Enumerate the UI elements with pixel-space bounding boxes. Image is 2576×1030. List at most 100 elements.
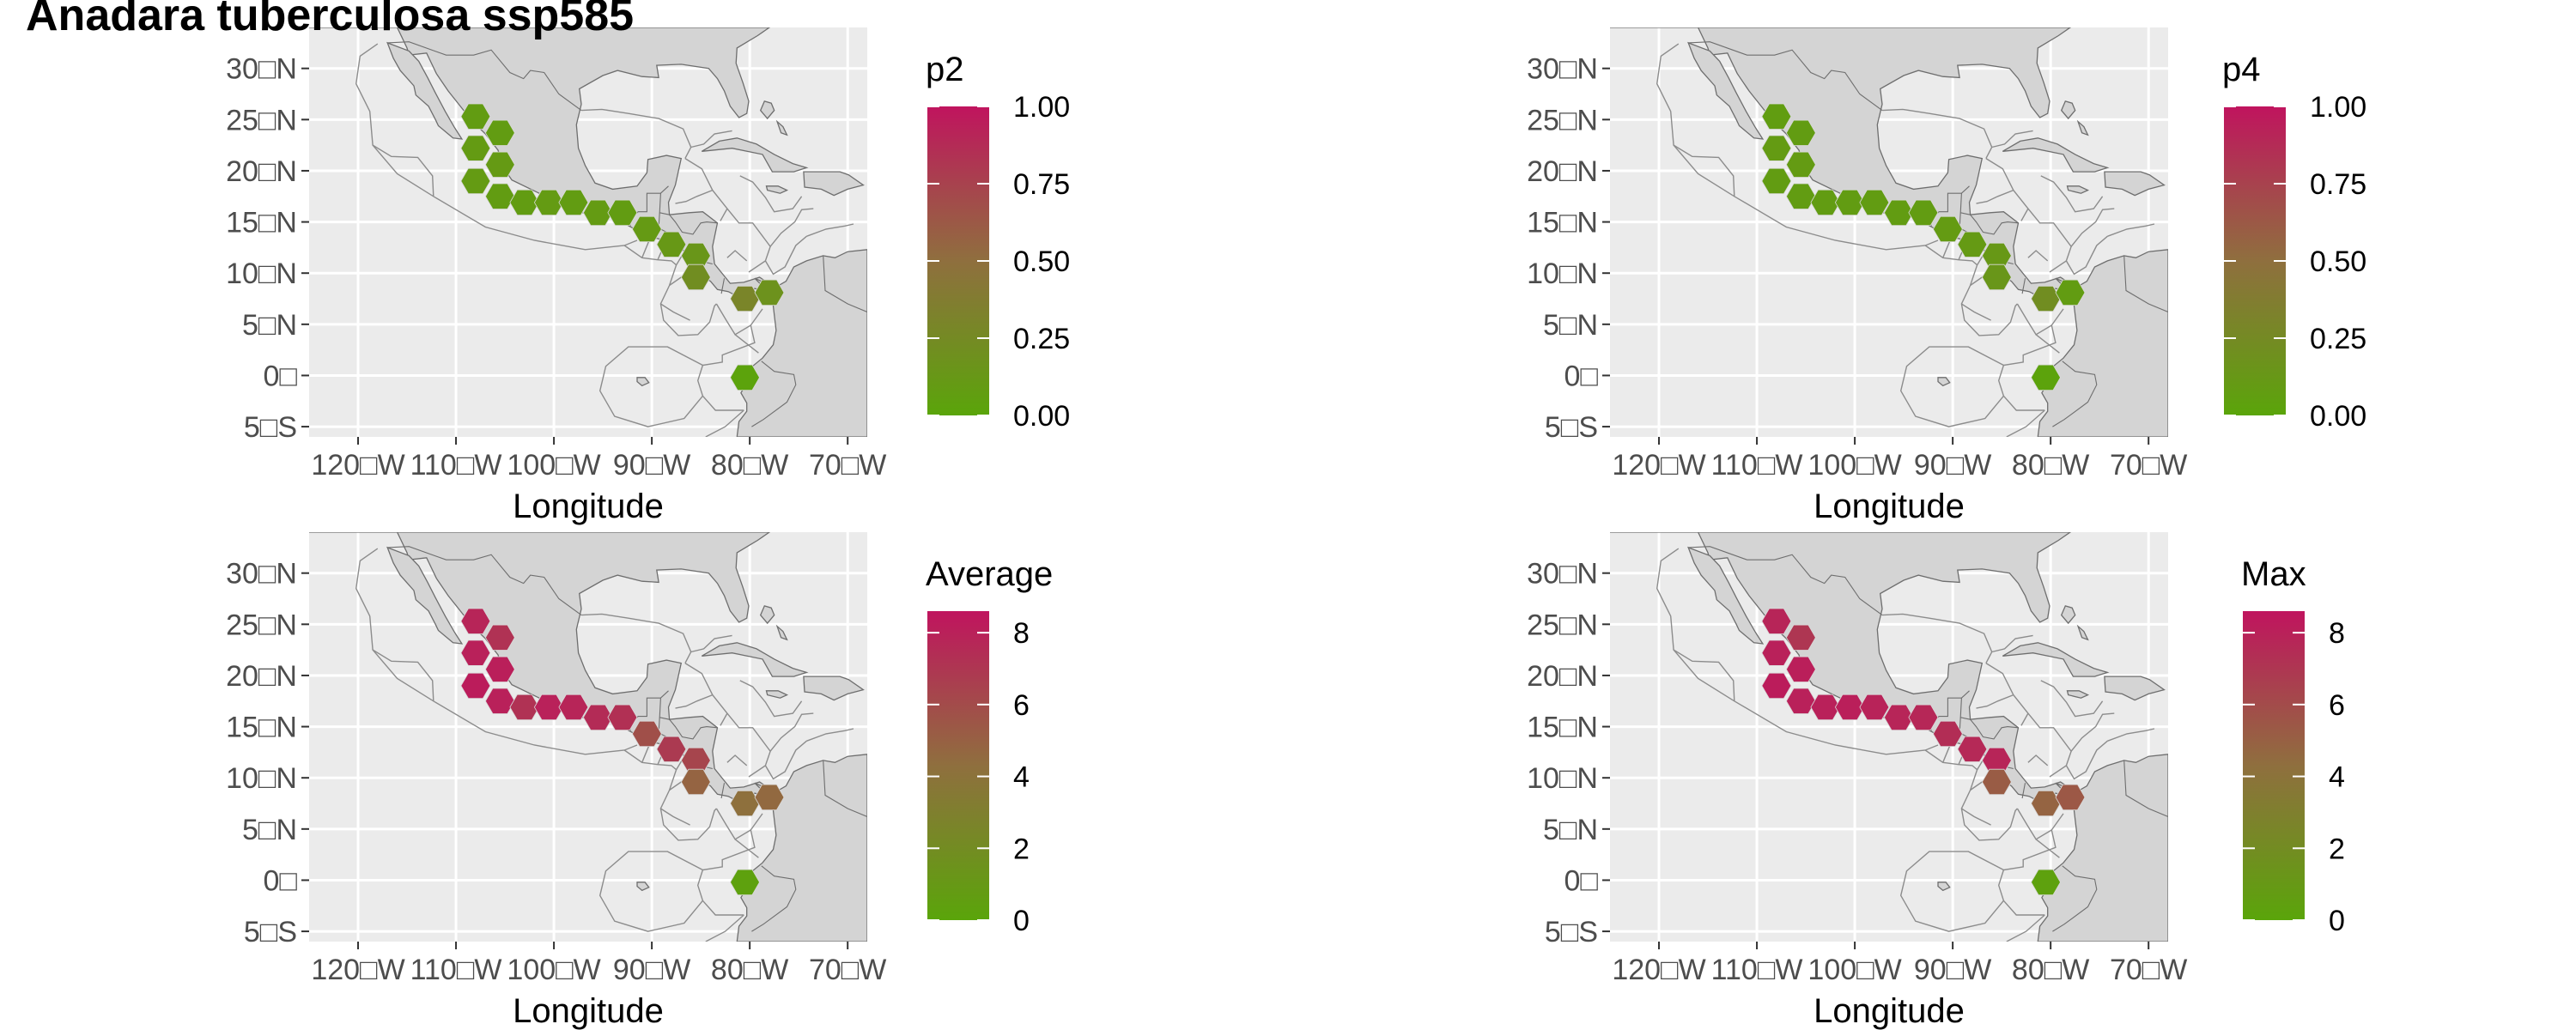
y-tick-label: 5□S (1545, 916, 1598, 948)
legend-label: 0.00 (2310, 400, 2366, 433)
y-tick-label: 20□N (226, 155, 297, 188)
x-tick-label: 110□W (410, 449, 502, 482)
y-tick-label: 0□ (1564, 864, 1599, 897)
x-tick-label: 80□W (2012, 449, 2089, 482)
page-title: Anadara tuberculosa ssp585 (26, 0, 634, 41)
legend-label: 8 (2329, 617, 2345, 650)
y-tick-label: 5□S (244, 916, 297, 948)
legend-label: 0.75 (2310, 168, 2366, 201)
y-tick-label: 15□N (226, 207, 297, 239)
legend-title: p2 (926, 51, 964, 88)
legend-label: 4 (1013, 761, 1030, 794)
y-tick-label: 25□N (226, 609, 297, 641)
legend-title: Average (926, 555, 1053, 593)
x-tick-label: 90□W (1914, 449, 1991, 482)
x-tick-label: 100□W (1807, 954, 1901, 986)
land-shape (875, 186, 890, 191)
y-tick-label: 0□ (1564, 360, 1599, 392)
legend-label: 1.00 (1013, 91, 1070, 124)
x-axis-title: Longitude (1814, 488, 1965, 525)
y-tick-label: 10□N (226, 762, 297, 795)
legend-label: 0.75 (1013, 168, 1070, 201)
legend-label: 1.00 (2310, 91, 2366, 124)
y-tick-label: 20□N (1527, 660, 1598, 693)
land-shape (2176, 691, 2191, 696)
map-panel-4: 30□N 25□N 20□N 15□N 10□N 5□N 0□ 5□S 120□W 110□W 10… (1527, 532, 2345, 1030)
x-tick-label: 110□W (410, 954, 502, 986)
legend-colorbar (2243, 611, 2305, 920)
legend-title: p4 (2222, 51, 2261, 88)
legend-label: 6 (2329, 689, 2345, 722)
x-tick-label: 80□W (2012, 954, 2089, 986)
x-tick-label: 80□W (711, 954, 788, 986)
y-tick-label: 30□N (1527, 558, 1598, 591)
x-tick-label: 70□W (2110, 954, 2187, 986)
map-panel-2: 30□N 25□N 20□N 15□N 10□N 5□N 0□ 5□S 120□W 110□W 10… (1527, 27, 2366, 525)
x-tick-label: 90□W (613, 449, 690, 482)
x-tick-label: 70□W (2110, 449, 2187, 482)
legend: p4 1.00 0.75 0.50 0.25 0.00 (2222, 51, 2366, 433)
legend-label: 0.00 (1013, 400, 1070, 433)
x-tick-label: 100□W (1807, 449, 1901, 482)
x-tick-label: 70□W (809, 954, 886, 986)
y-tick-label: 10□N (226, 258, 297, 290)
map-panel-3: 30□N 25□N 20□N 15□N 10□N 5□N 0□ 5□S 120□W 110□W 10… (226, 532, 1053, 1030)
legend-label: 0.50 (1013, 245, 1070, 278)
x-axis-title: Longitude (513, 992, 664, 1030)
legend-label: 2 (1013, 833, 1030, 865)
y-tick-label: 30□N (1527, 53, 1598, 86)
legend-label: 0.50 (2310, 245, 2366, 278)
y-tick-label: 25□N (226, 104, 297, 136)
y-tick-label: 5□S (1545, 411, 1598, 444)
y-tick-label: 15□N (1527, 712, 1598, 744)
x-tick-label: 90□W (1914, 954, 1991, 986)
y-tick-label: 0□ (264, 360, 298, 392)
x-tick-label: 90□W (613, 954, 690, 986)
x-axis-title: Longitude (513, 488, 664, 525)
x-tick-label: 120□W (1612, 954, 1705, 986)
legend-label: 0.25 (1013, 323, 1070, 355)
legend-label: 4 (2329, 761, 2345, 794)
land-shape (875, 691, 890, 696)
y-tick-label: 10□N (1527, 258, 1598, 290)
x-tick-label: 100□W (507, 954, 600, 986)
legend-label: 0 (1013, 905, 1030, 937)
x-tick-label: 120□W (311, 954, 404, 986)
y-tick-label: 15□N (226, 712, 297, 744)
x-tick-label: 120□W (1612, 449, 1705, 482)
y-tick-label: 20□N (226, 660, 297, 693)
y-tick-label: 25□N (1527, 104, 1598, 136)
y-tick-label: 5□S (244, 411, 297, 444)
x-axis-title: Longitude (1814, 992, 1965, 1030)
x-tick-label: 70□W (809, 449, 886, 482)
y-tick-label: 25□N (1527, 609, 1598, 641)
y-tick-label: 10□N (1527, 762, 1598, 795)
legend: Average 8 6 4 2 0 (926, 555, 1053, 937)
legend-label: 0 (2329, 905, 2345, 937)
y-tick-label: 30□N (226, 53, 297, 86)
legend-label: 0.25 (2310, 323, 2366, 355)
y-tick-label: 5□N (1543, 309, 1598, 342)
y-tick-label: 20□N (1527, 155, 1598, 188)
legend-label: 8 (1013, 617, 1030, 650)
x-tick-label: 80□W (711, 449, 788, 482)
land-shape (2176, 186, 2191, 191)
map-panel-1: 30□N 25□N 20□N 15□N 10□N 5□N 0□ 5□S 120□W 110□W 10… (226, 27, 1070, 525)
legend: p2 1.00 0.75 0.50 0.25 0.00 (926, 51, 1070, 433)
legend-colorbar (927, 611, 989, 920)
y-tick-label: 5□N (242, 814, 297, 846)
legend-label: 2 (2329, 833, 2345, 865)
y-tick-label: 30□N (226, 558, 297, 591)
y-tick-label: 0□ (264, 864, 298, 897)
x-tick-label: 120□W (311, 449, 404, 482)
legend-label: 6 (1013, 689, 1030, 722)
legend-title: Max (2241, 555, 2306, 593)
x-tick-label: 110□W (1711, 954, 1803, 986)
x-tick-label: 100□W (507, 449, 600, 482)
y-tick-label: 5□N (242, 309, 297, 342)
y-tick-label: 5□N (1543, 814, 1598, 846)
legend: Max 8 6 4 2 0 (2241, 555, 2345, 937)
x-tick-label: 110□W (1711, 449, 1803, 482)
y-tick-label: 15□N (1527, 207, 1598, 239)
